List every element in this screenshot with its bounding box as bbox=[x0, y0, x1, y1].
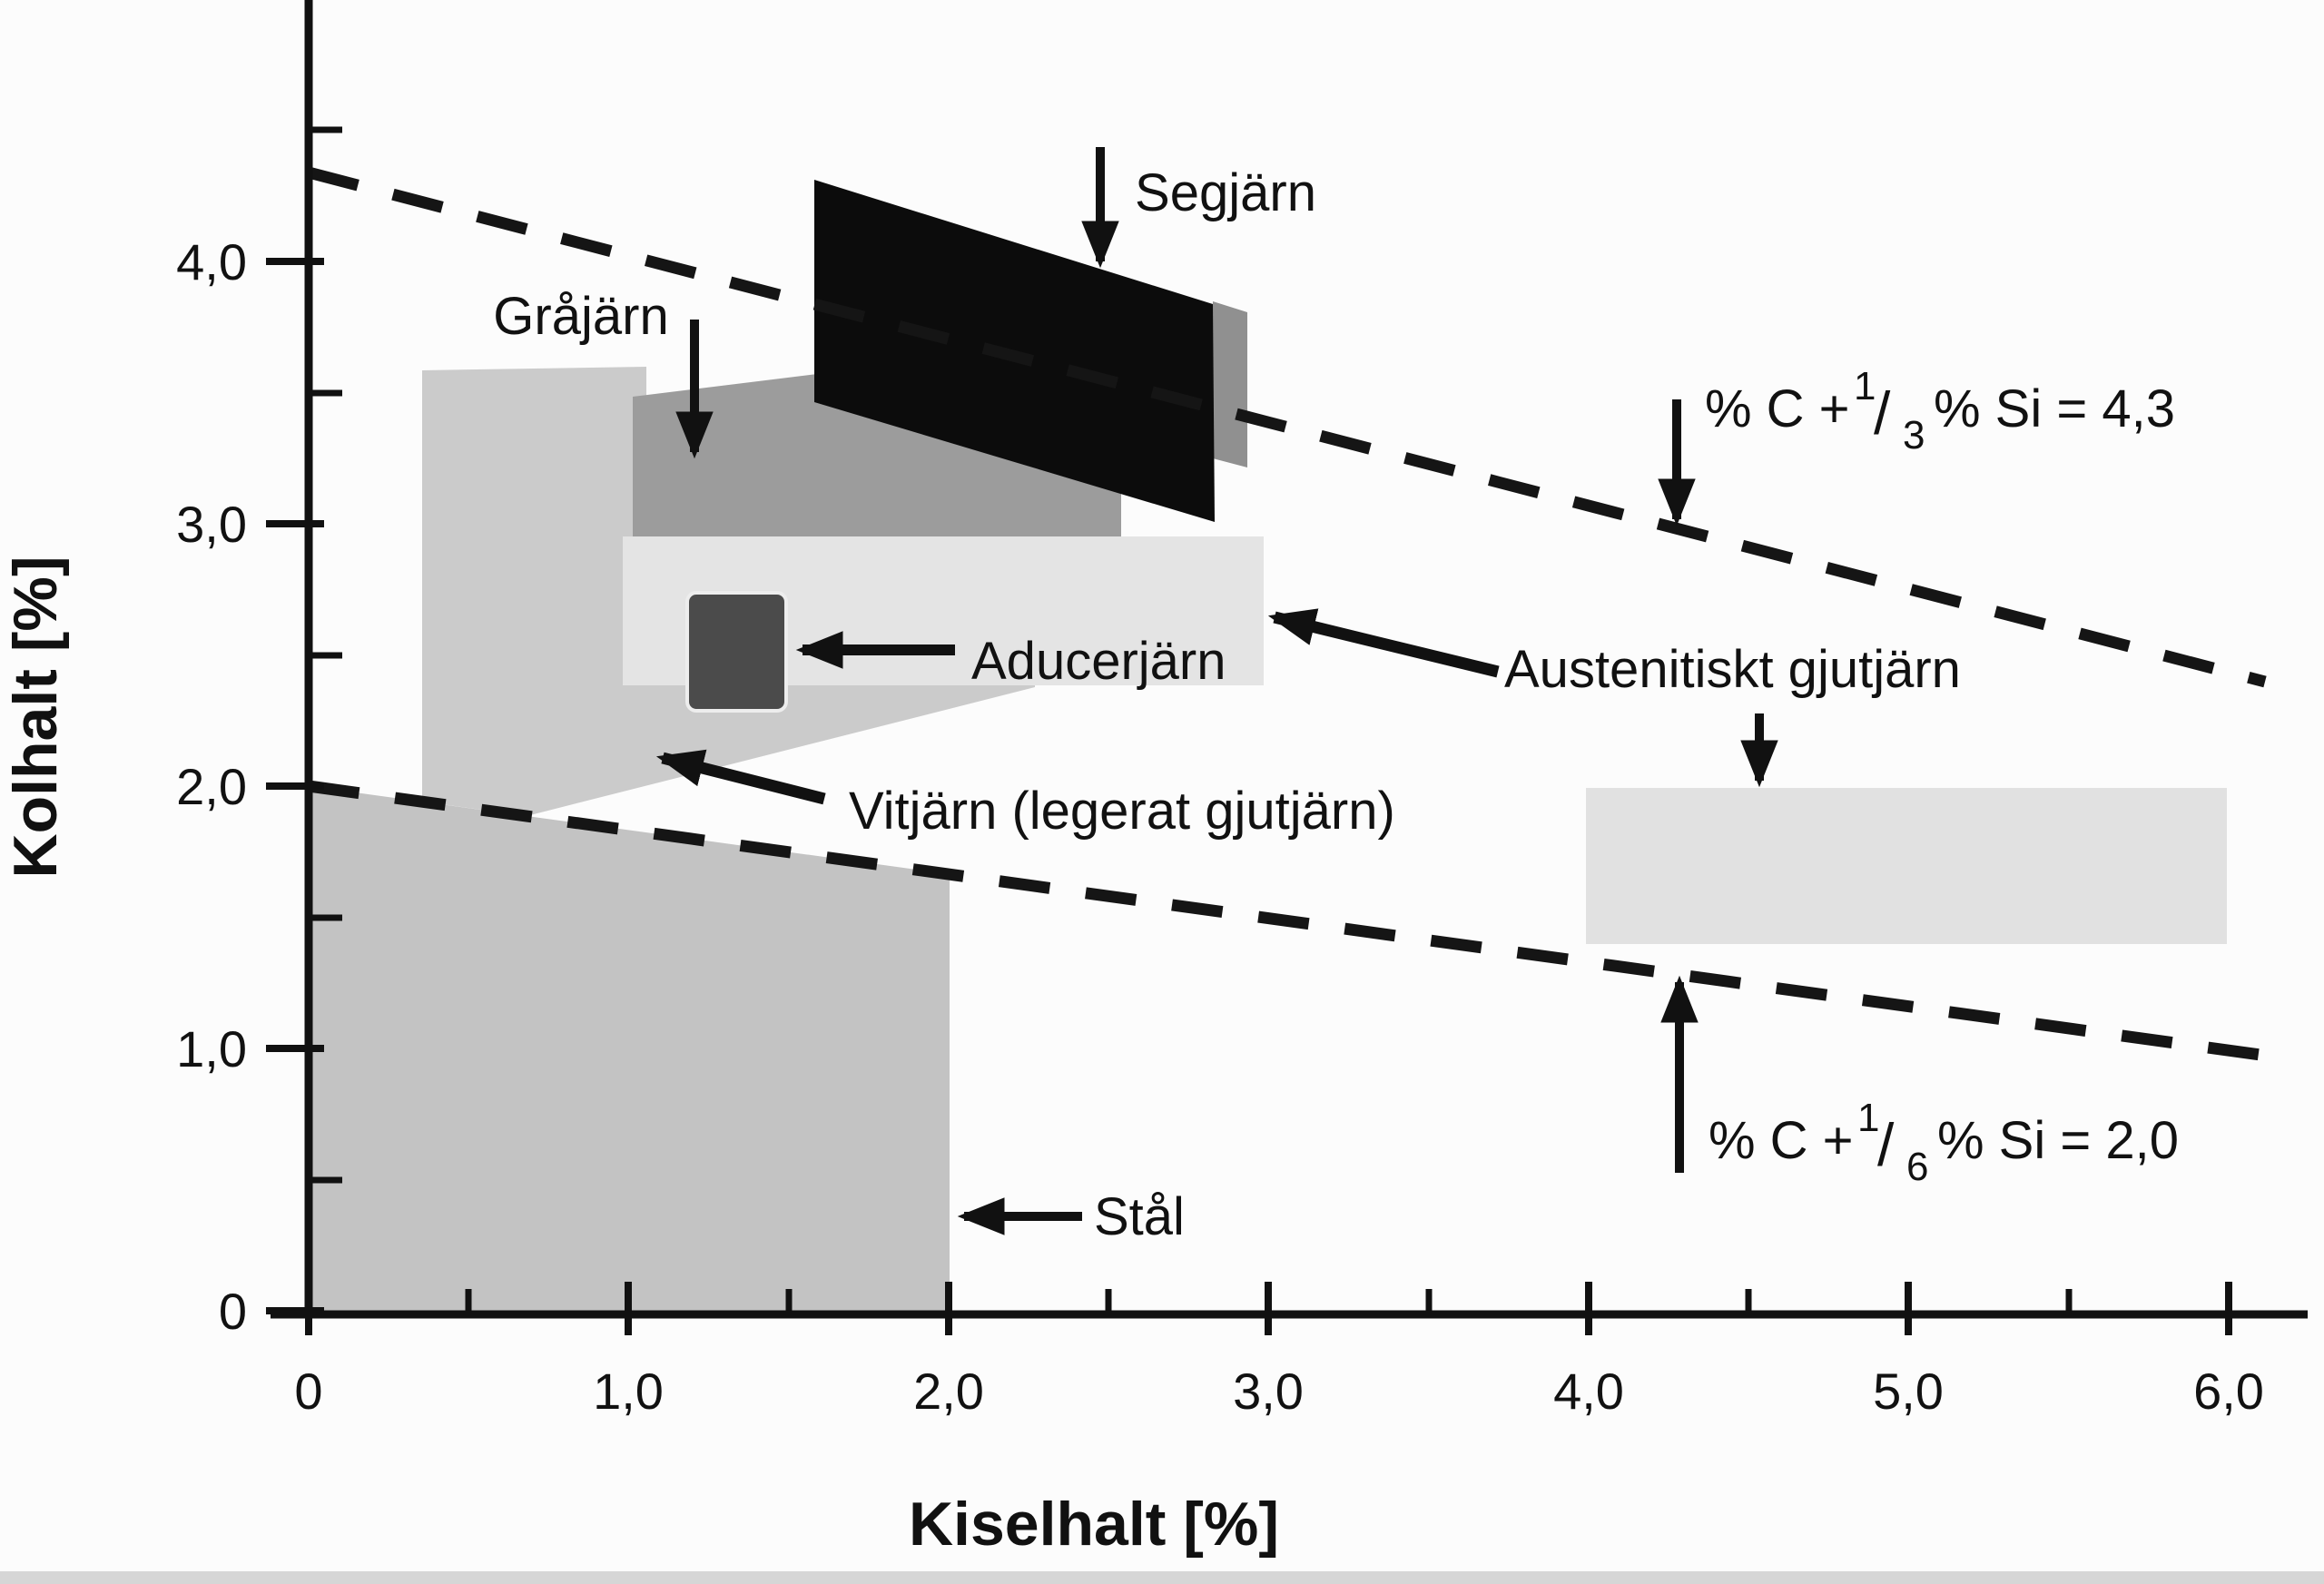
x-tick-1: 1,0 bbox=[593, 1363, 664, 1420]
x-tick-0: 0 bbox=[294, 1363, 322, 1420]
region-grajarn bbox=[633, 374, 1121, 539]
label-stal: Stål bbox=[1094, 1187, 1185, 1246]
label-austenitiskt: Austenitiskt gjutjärn bbox=[1504, 640, 1961, 699]
eq2-denominator: 6 bbox=[1906, 1145, 1928, 1189]
y-major-ticks bbox=[266, 258, 324, 1314]
arrow-austenitiskt-band bbox=[1267, 608, 1500, 678]
eq2-numerator: 1 bbox=[1857, 1096, 1879, 1140]
y-minor-ticks bbox=[310, 126, 342, 1184]
axes bbox=[266, 0, 2308, 1335]
x-tick-4: 4,0 bbox=[1553, 1363, 1624, 1420]
x-tick-labels: 0 1,0 2,0 3,0 4,0 5,0 6,0 bbox=[294, 1363, 2264, 1420]
label-segjarn: Segjärn bbox=[1135, 163, 1316, 222]
region-austenitiskt bbox=[1586, 788, 2227, 944]
y-tick-2: 2,0 bbox=[176, 758, 247, 815]
x-tick-2: 2,0 bbox=[913, 1363, 984, 1420]
y-axis-title: Kolhalt [%] bbox=[1, 556, 70, 878]
label-equation-2-0: % C + 1 / 6 % Si = 2,0 bbox=[1709, 1096, 2179, 1189]
dashed-line-eutectic-4-3 bbox=[307, 166, 2267, 688]
eq1-denominator: 3 bbox=[1903, 413, 1925, 457]
x-axis-title: Kiselhalt [%] bbox=[909, 1490, 1279, 1559]
x-tick-5: 5,0 bbox=[1873, 1363, 1944, 1420]
regions bbox=[309, 180, 2227, 1314]
label-grajarn: Gråjärn bbox=[493, 287, 668, 346]
dashed-line-2-0 bbox=[308, 780, 2261, 1061]
label-aducerjarn: Aducerjärn bbox=[971, 632, 1226, 691]
region-segjarn-tab bbox=[1213, 301, 1247, 467]
eq2-prefix: % C + bbox=[1709, 1111, 1854, 1170]
y-tick-4: 4,0 bbox=[176, 233, 247, 290]
y-tick-labels: 4,0 3,0 2,0 1,0 0 bbox=[176, 233, 247, 1340]
eq2-slash: / bbox=[1877, 1111, 1895, 1178]
y-tick-3: 3,0 bbox=[176, 496, 247, 553]
y-tick-1: 1,0 bbox=[176, 1020, 247, 1077]
x-tick-3: 3,0 bbox=[1233, 1363, 1304, 1420]
annotation-arrows bbox=[655, 147, 1778, 1235]
arrow-vitjarn bbox=[655, 749, 826, 805]
eq2-suffix: % Si = 2,0 bbox=[1937, 1111, 2179, 1170]
eq1-numerator: 1 bbox=[1854, 364, 1876, 408]
label-vitjarn: Vitjärn (legerat gjutjärn) bbox=[849, 782, 1395, 841]
label-equation-4-3: % C + 1 / 3 % Si = 4,3 bbox=[1705, 364, 2175, 457]
eq1-slash: / bbox=[1874, 379, 1891, 447]
page-bottom-edge bbox=[0, 1571, 2324, 1584]
region-aducerjarn-core bbox=[685, 591, 788, 713]
y-tick-0: 0 bbox=[219, 1283, 247, 1340]
eq1-prefix: % C + bbox=[1705, 379, 1850, 438]
region-stal bbox=[309, 786, 950, 1314]
x-tick-6: 6,0 bbox=[2193, 1363, 2264, 1420]
x-minor-ticks bbox=[465, 1289, 2073, 1315]
eq1-suffix: % Si = 4,3 bbox=[1934, 379, 2175, 438]
